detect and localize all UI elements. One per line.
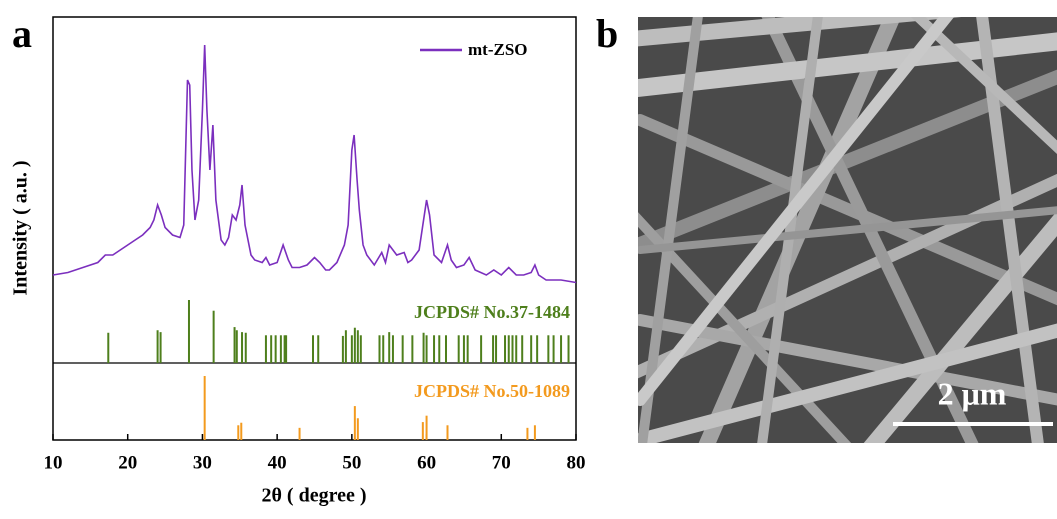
x-tick-label: 20 xyxy=(118,452,137,473)
x-tick-label: 10 xyxy=(44,452,63,473)
panel-label: b xyxy=(596,11,618,56)
x-tick-label: 80 xyxy=(567,452,586,473)
x-tick-label: 50 xyxy=(342,452,361,473)
reference-label: JCPDS# No.37-1484 xyxy=(414,302,570,322)
panel-label: a xyxy=(12,11,32,56)
legend-label: mt-ZSO xyxy=(468,40,528,59)
x-axis-label: 2θ ( degree ) xyxy=(261,485,366,507)
reference-label: JCPDS# No.50-1089 xyxy=(414,381,570,401)
sem-image xyxy=(638,17,1057,443)
scale-bar-label: 2 μm xyxy=(938,375,1007,411)
y-axis-label: Intensity ( a.u. ) xyxy=(10,160,32,295)
x-tick-label: 70 xyxy=(492,452,511,473)
x-tick-label: 30 xyxy=(193,452,212,473)
data-line xyxy=(52,44,577,284)
plot-frame xyxy=(52,16,577,441)
x-tick-label: 40 xyxy=(268,452,287,473)
x-tick-label: 60 xyxy=(417,452,436,473)
